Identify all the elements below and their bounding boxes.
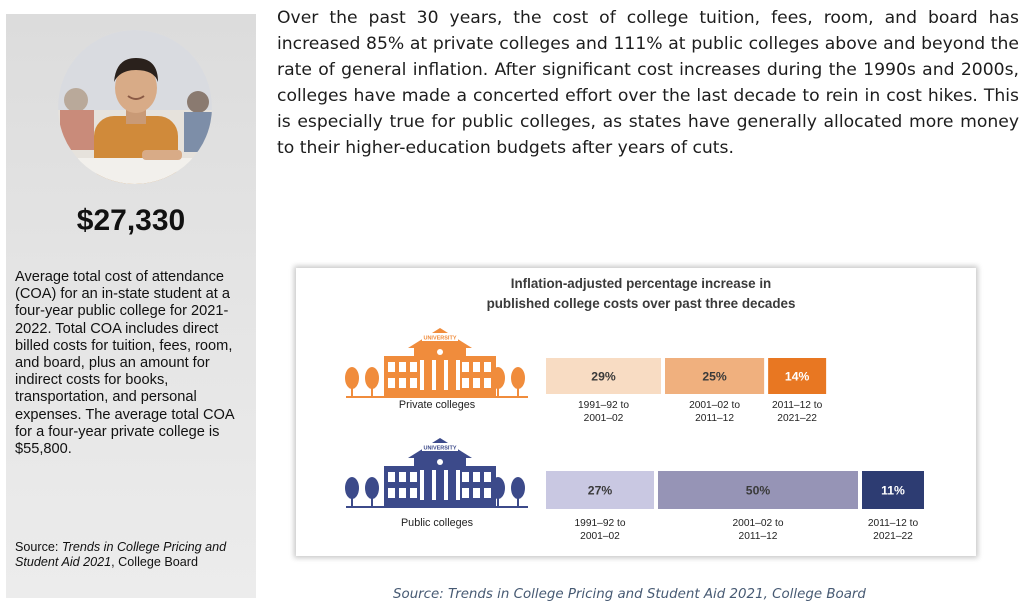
private-period-3-line-1: 2011–12 to (772, 400, 823, 411)
private-period-1-line-2: 2001–02 (584, 413, 624, 424)
private-sign (422, 333, 458, 341)
sidebar-panel: $27,330 Average total cost of attendance… (6, 14, 256, 598)
public-tree-0 (345, 477, 359, 499)
public-bar-1 (546, 471, 654, 509)
public-sign-text: UNIVERSITY (423, 446, 456, 452)
private-tree-1 (365, 367, 379, 389)
chart-card: Inflation-adjusted percentage increase i… (296, 268, 976, 556)
public-bar-label-1: 27% (588, 484, 613, 498)
sidebar-source-prefix: Source: (15, 540, 62, 554)
sidebar-source: Source: Trends in College Pricing and St… (15, 540, 255, 570)
private-clock (437, 349, 443, 355)
public-building-icon: UNIVERSITY (345, 438, 528, 508)
private-bar-label-1: 29% (591, 370, 616, 384)
public-bar-2 (658, 471, 858, 509)
public-bar-3 (862, 471, 924, 509)
cost-increase-chart: Inflation-adjusted percentage increase i… (345, 276, 924, 542)
chart-title-line-2: published college costs over past three … (487, 296, 796, 311)
private-tree-0 (345, 367, 359, 389)
private-series-name: Private colleges (399, 399, 476, 411)
student-photo (58, 30, 212, 184)
private-building-icon: UNIVERSITY (345, 328, 528, 398)
private-period-2-line-1: 2001–02 to (689, 400, 740, 411)
public-clock (437, 459, 443, 465)
private-period-1-line-1: 1991–92 to (578, 400, 629, 411)
average-cost-value: $27,330 (76, 204, 186, 237)
public-tree-3 (511, 477, 525, 499)
student-photo-illustration (58, 30, 212, 184)
private-bar-label-2: 25% (702, 370, 727, 384)
public-period-1-line-2: 2001–02 (580, 531, 620, 542)
private-sign-text: UNIVERSITY (423, 336, 456, 342)
private-bar-3 (768, 358, 827, 394)
public-series-name: Public colleges (401, 517, 474, 529)
public-sign (422, 443, 458, 451)
public-bar-label-3: 11% (881, 484, 905, 498)
public-period-3-line-1: 2011–12 to (868, 518, 919, 529)
cost-description: Average total cost of attendance (COA) f… (15, 269, 234, 458)
private-bar-label-3: 14% (785, 370, 810, 384)
public-period-1-line-1: 1991–92 to (575, 518, 626, 529)
chart-title-line-1: Inflation-adjusted percentage increase i… (511, 276, 771, 291)
private-period-3-line-2: 2021–22 (777, 413, 817, 424)
chart-source: Source: Trends in College Pricing and St… (393, 587, 866, 602)
private-bar-2 (665, 358, 765, 394)
private-tree-3 (511, 367, 525, 389)
private-period-2-line-2: 2011–12 (695, 413, 734, 424)
private-ground (346, 396, 528, 398)
public-period-3-line-2: 2021–22 (873, 531, 913, 542)
public-period-2-line-1: 2001–02 to (733, 518, 784, 529)
private-bar-1 (546, 358, 661, 394)
public-bar-label-2: 50% (746, 484, 771, 498)
public-period-2-line-2: 2011–12 (739, 531, 778, 542)
sidebar-source-suffix: , College Board (111, 555, 198, 569)
sidebar-source-title: Trends in College Pricing and Student Ai… (15, 540, 227, 569)
public-ground (346, 506, 528, 508)
intro-paragraph: Over the past 30 years, the cost of coll… (277, 8, 1019, 158)
public-tree-1 (365, 477, 379, 499)
